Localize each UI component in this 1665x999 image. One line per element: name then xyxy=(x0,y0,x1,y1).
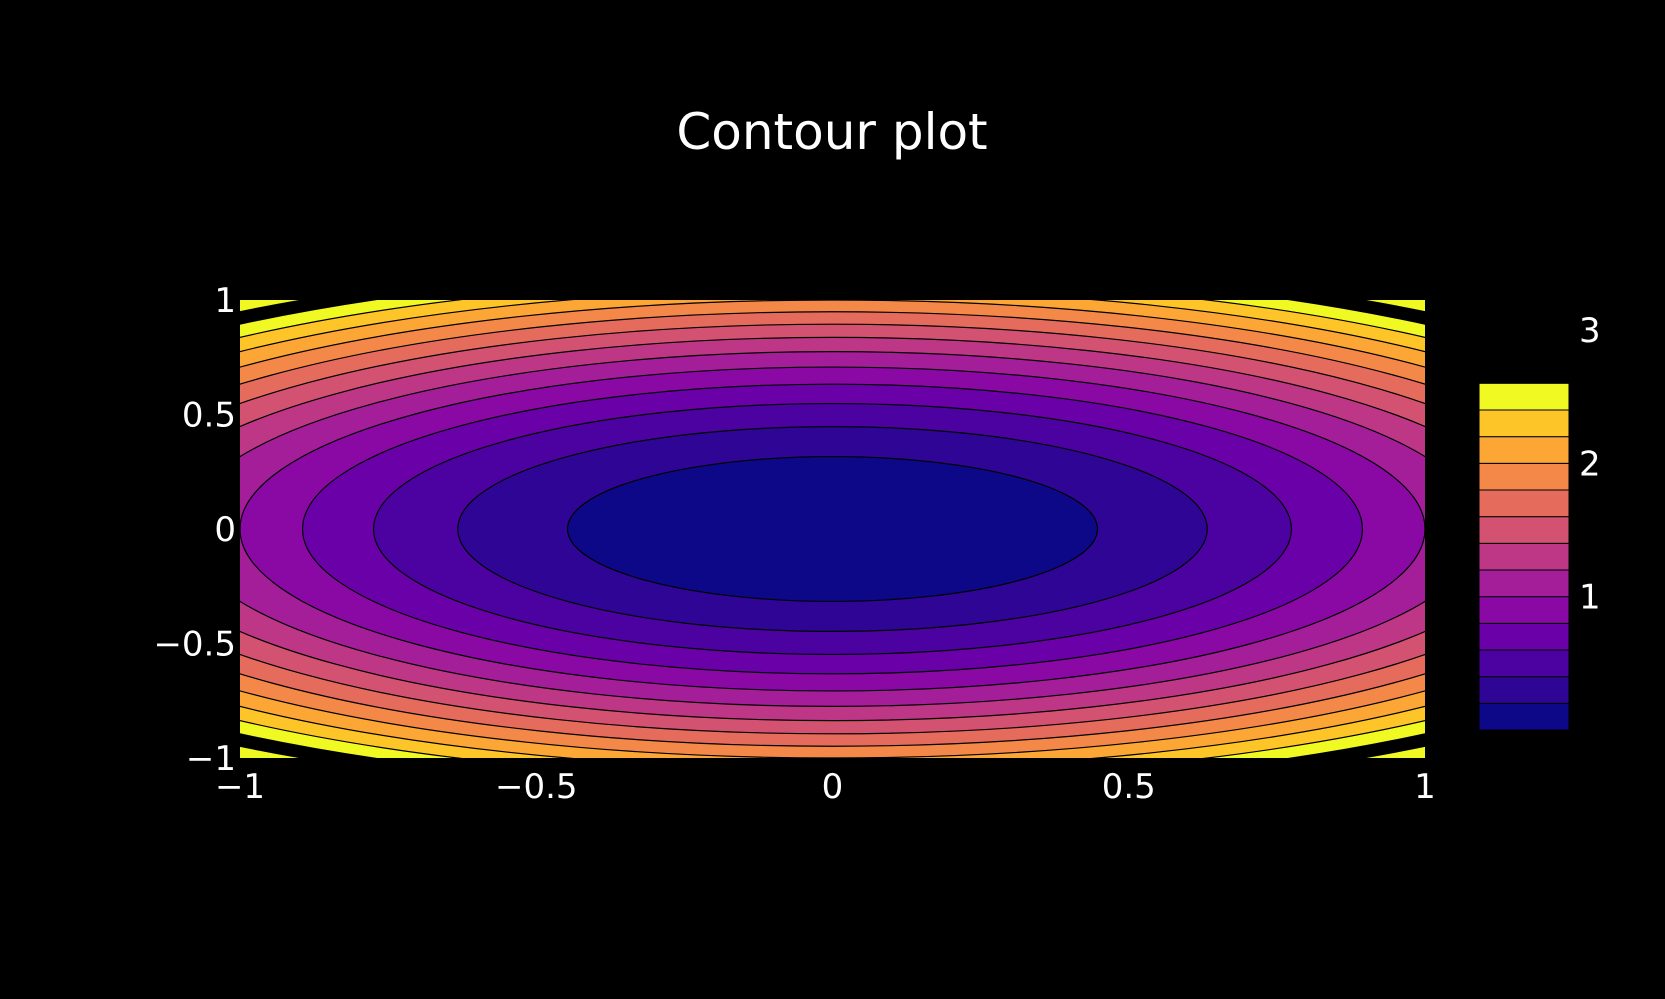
y-tick-label: 0 xyxy=(214,510,236,550)
plot-area xyxy=(240,300,1425,758)
x-tick-label: 1 xyxy=(1414,767,1436,807)
colorbar-segment xyxy=(1478,649,1570,678)
colorbar-segment xyxy=(1478,436,1570,464)
colorbar-segment xyxy=(1478,542,1570,571)
colorbar-tick-label: 2 xyxy=(1579,444,1601,484)
contour-level-0.2 xyxy=(566,455,1099,603)
colorbar-segment xyxy=(1478,596,1570,624)
colorbar-segment xyxy=(1478,409,1570,438)
x-tick-label: 0 xyxy=(822,767,844,807)
x-axis: −1 −0.5 0 0.5 1 xyxy=(215,767,1436,807)
x-tick-label: 0.5 xyxy=(1102,767,1156,807)
colorbar-segment xyxy=(1478,702,1570,731)
colorbar-tick-label: 1 xyxy=(1579,578,1601,618)
colorbar-segment xyxy=(1478,622,1570,651)
y-axis: −1 −0.5 0 0.5 1 xyxy=(153,281,236,779)
y-tick-label: −1 xyxy=(186,739,236,779)
y-tick-label: −0.5 xyxy=(153,625,236,665)
colorbar-segment xyxy=(1478,382,1570,411)
chart-title: Contour plot xyxy=(676,103,987,161)
colorbar: 1 2 3 xyxy=(1478,311,1601,731)
colorbar-segment xyxy=(1478,676,1570,704)
y-tick-label: 0.5 xyxy=(182,396,236,436)
y-tick-label: 1 xyxy=(214,281,236,321)
colorbar-segment xyxy=(1478,569,1570,598)
x-tick-label: −0.5 xyxy=(495,767,578,807)
colorbar-segment xyxy=(1478,462,1570,491)
colorbar-tick-label: 3 xyxy=(1579,311,1601,351)
colorbar-segment xyxy=(1478,489,1570,518)
colorbar-segment xyxy=(1478,516,1570,544)
x-tick-label: −1 xyxy=(215,767,265,807)
